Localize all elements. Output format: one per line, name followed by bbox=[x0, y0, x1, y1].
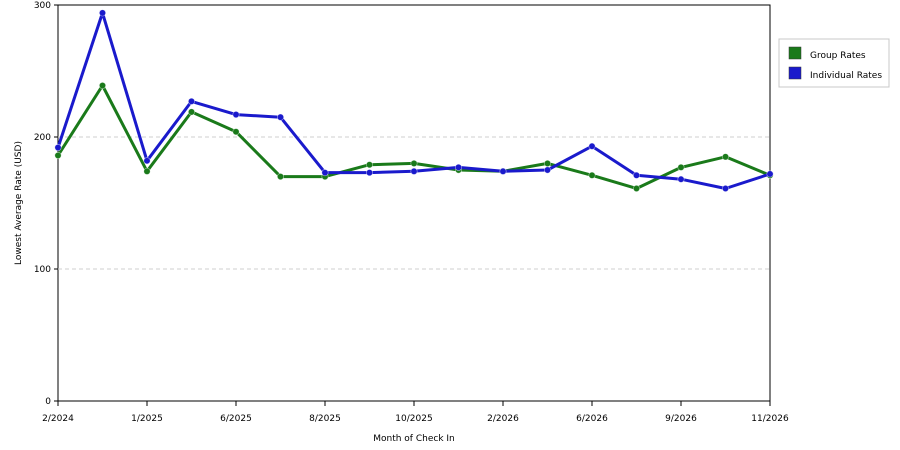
data-point-group-rates bbox=[365, 161, 373, 169]
data-point-individual-rates bbox=[632, 171, 640, 179]
data-point-group-rates bbox=[188, 108, 196, 116]
data-point-individual-rates bbox=[232, 111, 240, 119]
x-axis-title: Month of Check In bbox=[373, 434, 455, 444]
y-tick-label: 200 bbox=[34, 133, 51, 143]
legend-swatch-individual-rates bbox=[788, 66, 802, 80]
x-tick-label: 10/2025 bbox=[395, 414, 432, 424]
data-point-individual-rates bbox=[99, 9, 107, 17]
data-point-individual-rates bbox=[143, 157, 151, 165]
data-point-individual-rates bbox=[499, 167, 507, 175]
data-point-group-rates bbox=[99, 82, 107, 90]
x-tick-label: 6/2026 bbox=[576, 414, 608, 424]
x-tick-label: 6/2025 bbox=[220, 414, 252, 424]
x-tick-label: 11/2026 bbox=[751, 414, 789, 424]
plot-area-frame bbox=[57, 4, 771, 402]
y-axis-title: Lowest Average Rate (USD) bbox=[14, 141, 24, 265]
data-point-group-rates bbox=[143, 167, 151, 175]
x-axis: 2/2024 1/2025 6/2025 8/2025 10/2025 2/2026 6/2… bbox=[42, 401, 789, 424]
x-tick-label: 1/2025 bbox=[131, 414, 163, 424]
y-tick-label: 300 bbox=[34, 1, 51, 11]
data-point-individual-rates bbox=[454, 163, 462, 171]
y-tick-label: 100 bbox=[34, 265, 51, 275]
data-point-group-rates bbox=[677, 163, 685, 171]
y-axis: 0 100 200 300 bbox=[34, 1, 58, 407]
data-point-group-rates bbox=[543, 159, 551, 167]
x-tick-label: 2/2026 bbox=[487, 414, 519, 424]
data-point-group-rates bbox=[410, 159, 418, 167]
legend-label-individual-rates: Individual Rates bbox=[810, 71, 882, 81]
x-tick-label: 8/2025 bbox=[309, 414, 341, 424]
data-point-individual-rates bbox=[276, 113, 284, 121]
data-point-individual-rates bbox=[721, 184, 729, 192]
series-layer bbox=[54, 9, 774, 192]
data-point-individual-rates bbox=[188, 97, 196, 105]
x-tick-label: 9/2026 bbox=[665, 414, 697, 424]
y-tick-label: 0 bbox=[45, 397, 51, 407]
data-point-individual-rates bbox=[410, 167, 418, 175]
data-point-individual-rates bbox=[321, 169, 329, 177]
data-point-individual-rates bbox=[766, 170, 774, 178]
data-point-individual-rates bbox=[543, 166, 551, 174]
data-point-group-rates bbox=[588, 171, 596, 179]
data-point-individual-rates bbox=[365, 169, 373, 177]
data-point-group-rates bbox=[721, 153, 729, 161]
series-individual-rates bbox=[54, 9, 774, 192]
data-point-group-rates bbox=[632, 184, 640, 192]
x-tick-label: 2/2024 bbox=[42, 414, 74, 424]
data-point-group-rates bbox=[276, 173, 284, 181]
data-point-group-rates bbox=[232, 128, 240, 136]
data-point-group-rates bbox=[54, 151, 62, 159]
legend-label-group-rates: Group Rates bbox=[810, 51, 866, 61]
data-point-individual-rates bbox=[677, 175, 685, 183]
legend: Group Rates Individual Rates bbox=[778, 38, 890, 88]
legend-swatch-group-rates bbox=[788, 46, 802, 60]
data-point-individual-rates bbox=[54, 144, 62, 152]
data-point-individual-rates bbox=[588, 142, 596, 150]
